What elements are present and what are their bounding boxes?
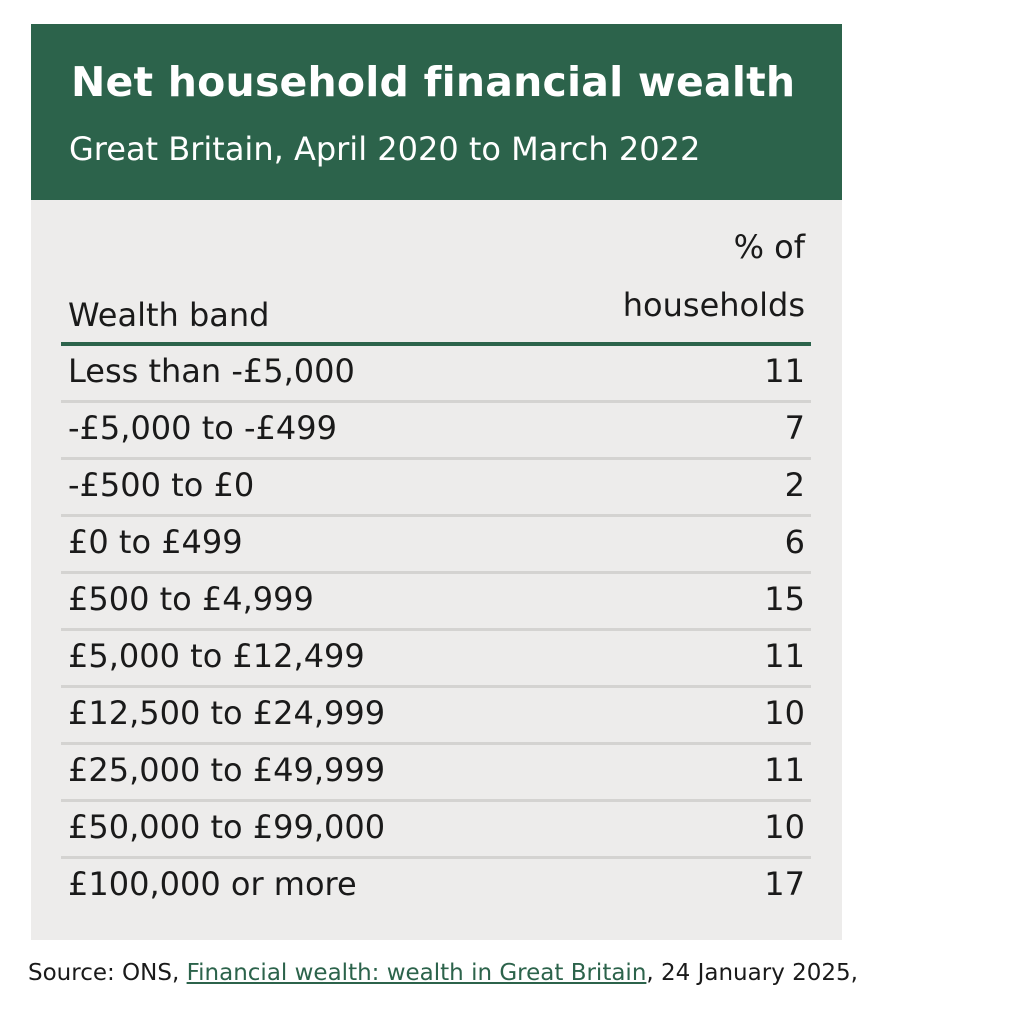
percent-households-cell: 15 (764, 580, 805, 618)
table-subtitle: Great Britain, April 2020 to March 2022 (69, 130, 701, 168)
percent-households-cell: 11 (764, 637, 805, 675)
wealth-band-cell: £0 to £499 (68, 523, 243, 561)
source-note: Source: ONS, Financial wealth: wealth in… (28, 960, 858, 986)
percent-households-cell: 10 (764, 694, 805, 732)
table-row: -£5,000 to -£499 7 (61, 403, 811, 460)
percent-households-cell: 11 (764, 352, 805, 390)
table-head: Wealth band % of households (61, 228, 811, 346)
table-row: £100,000 or more 17 (61, 859, 811, 913)
column-header-wealth-band: Wealth band (68, 296, 270, 334)
column-header-percent-households: % of households (623, 218, 805, 334)
percent-households-cell: 2 (784, 466, 805, 504)
wealth-band-cell: £100,000 or more (68, 865, 357, 903)
table-body: Less than -£5,000 11 -£5,000 to -£499 7 -£50… (61, 346, 811, 913)
percent-households-cell: 17 (764, 865, 805, 903)
table-card: Net household financial wealth Great Bri… (31, 24, 842, 940)
table-header-banner: Net household financial wealth Great Bri… (31, 24, 842, 200)
table-row: -£500 to £0 2 (61, 460, 811, 517)
percent-households-cell: 7 (784, 409, 805, 447)
wealth-table: Wealth band % of households Less than -£… (61, 228, 811, 913)
table-row: Less than -£5,000 11 (61, 346, 811, 403)
column-header-line-2: households (622, 286, 805, 324)
wealth-band-cell: -£5,000 to -£499 (68, 409, 337, 447)
source-suffix: , 24 January 2025, (646, 960, 858, 986)
source-prefix: Source: ONS, (28, 960, 187, 986)
wealth-band-cell: Less than -£5,000 (68, 352, 355, 390)
wealth-band-cell: £50,000 to £99,000 (68, 808, 386, 846)
wealth-band-cell: £500 to £4,999 (68, 580, 314, 618)
wealth-band-cell: £5,000 to £12,499 (68, 637, 365, 675)
wealth-band-cell: £12,500 to £24,999 (68, 694, 386, 732)
percent-households-cell: 10 (764, 808, 805, 846)
table-row: £25,000 to £49,999 11 (61, 745, 811, 802)
table-row: £0 to £499 6 (61, 517, 811, 574)
column-header-line-1: % of (733, 228, 805, 266)
table-row: £12,500 to £24,999 10 (61, 688, 811, 745)
table-title: Net household financial wealth (71, 58, 796, 106)
percent-households-cell: 6 (784, 523, 805, 561)
table-row: £5,000 to £12,499 11 (61, 631, 811, 688)
table-row: £500 to £4,999 15 (61, 574, 811, 631)
wealth-band-cell: £25,000 to £49,999 (68, 751, 386, 789)
source-link[interactable]: Financial wealth: wealth in Great Britai… (186, 960, 647, 986)
percent-households-cell: 11 (764, 751, 805, 789)
table-row: £50,000 to £99,000 10 (61, 802, 811, 859)
wealth-band-cell: -£500 to £0 (68, 466, 255, 504)
